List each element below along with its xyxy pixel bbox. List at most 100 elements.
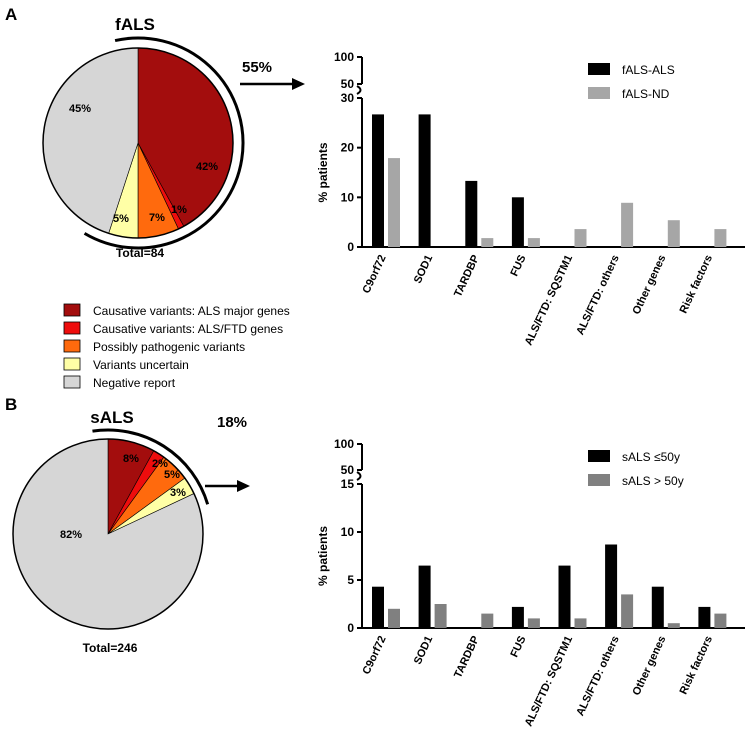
bar [698,606,711,628]
panel-letter-b: B [5,395,17,414]
pie-slice-label: 2% [152,458,168,470]
bar [667,220,680,247]
pie-slice-label: 45% [69,103,91,115]
panel-letter-a: A [5,5,17,24]
pie-slice-label: 5% [164,469,180,481]
y-tick-label: 100 [334,437,354,451]
legend-label: Causative variants: ALS/FTD genes [93,322,283,336]
bracket-percentage-label: 18% [217,414,247,431]
bar [527,618,540,628]
pie-chart-fals: 42% 1% 7% 5% 45% fALS Total=84 55% [42,15,305,260]
bar [605,544,618,628]
bar [511,606,524,628]
y-tick-label: 5 [347,573,354,587]
bar [527,238,540,247]
legend-label: sALS ≤50y [622,450,680,464]
x-tick-label: TARDBP [452,634,482,680]
legend-swatch [588,450,610,462]
bar [418,114,431,248]
pie-slice-label: 3% [170,487,186,499]
bar [388,158,400,247]
x-tick-label: FUS [508,634,528,659]
x-tick-label: ALS/FTD: SQSTM1 [523,634,575,728]
pie-arrow-head [237,480,250,492]
pie-bracket-arc [83,36,245,250]
x-tick-label: C9orf72 [361,253,389,295]
x-tick-label: FUS [508,253,528,278]
pie-slice-label: 1% [171,204,187,216]
bar [714,613,727,628]
legend-swatch [588,474,610,486]
pie-slice-label: 82% [60,529,82,541]
y-tick-label: 10 [341,190,355,204]
bar [465,180,478,247]
pie-slice-label: 7% [149,212,165,224]
bar [574,229,587,247]
bar [418,565,431,628]
bar [434,604,447,628]
y-tick-label: 15 [341,477,355,491]
legend-label: sALS > 50y [622,474,684,488]
legend-swatch [63,321,81,335]
y-axis-label: % patients [316,142,330,202]
y-tick-label: 100 [334,50,354,64]
y-tick-label: 30 [341,91,355,105]
axis-break-mark [356,471,362,481]
pie-title: fALS [115,15,155,34]
bar [481,613,494,628]
bar [667,623,680,628]
legend-swatch [63,357,81,371]
x-tick-label: Other genes [630,634,668,697]
pie-slice-label: 42% [196,161,218,173]
y-tick-label: 50 [341,463,355,477]
pie-outline [12,438,204,630]
y-tick-label: 10 [341,525,355,539]
y-tick-label: 20 [341,141,355,155]
bar [481,238,494,247]
bar [714,229,727,247]
pie-title: sALS [90,408,133,427]
x-tick-label: ALS/FTD: others [574,253,622,337]
legend-label: Causative variants: ALS major genes [93,304,290,318]
legend-label: Possibly pathogenic variants [93,340,245,354]
legend-swatch [63,339,81,353]
bar [621,202,634,247]
pie-arrow-head [292,78,305,90]
pie-total-label: Total=246 [83,641,138,655]
bracket-percentage-label: 55% [242,59,272,76]
pie-bracket-arc [92,428,210,505]
legend-swatch [588,63,610,75]
pie-outline [42,47,234,239]
y-axis-label: % patients [316,526,330,586]
category-legend: Causative variants: ALS major genes Causa… [63,303,290,390]
x-tick-label: Risk factors [678,634,715,696]
x-tick-label: Other genes [630,253,668,316]
y-tick-label: 50 [341,77,355,91]
bar [372,114,384,248]
legend-label: Variants uncertain [93,358,189,372]
axis-break-mark [356,85,362,95]
legend-label: fALS-ALS [622,63,675,77]
x-tick-label: C9orf72 [361,634,389,676]
x-tick-label: TARDBP [452,253,482,299]
pie-chart-sals: 8% 2%5% 3% 82% sALS Total=246 18% [12,408,250,655]
bar [388,608,400,628]
bar [621,594,634,628]
pie-total-label: Total=84 [116,246,164,260]
legend-swatch [63,303,81,317]
bar [511,197,524,247]
bar [574,618,587,628]
x-tick-label: SOD1 [412,634,436,666]
y-tick-label: 0 [347,240,354,254]
pie-slice-label: 5% [113,213,129,225]
x-tick-label: SOD1 [412,253,436,285]
pie-slice-label: 8% [123,453,139,465]
legend-swatch [63,375,81,389]
x-tick-label: ALS/FTD: others [574,634,622,718]
bar [558,565,571,628]
legend-label: Negative report [93,376,176,390]
x-tick-label: Risk factors [678,253,715,315]
y-tick-label: 0 [347,621,354,635]
